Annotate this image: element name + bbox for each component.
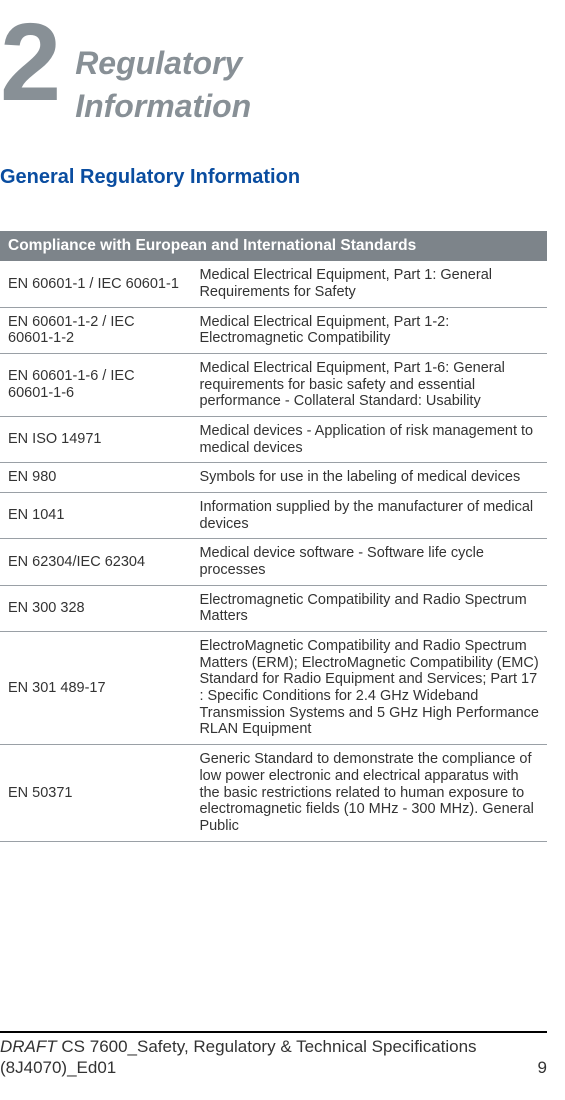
footer-row: DRAFT CS 7600_Safety, Regulatory & Techn…	[0, 1037, 547, 1078]
standard-desc: Generic Standard to demonstrate the comp…	[191, 745, 547, 841]
chapter-title-line-2: Information	[75, 85, 251, 128]
chapter-number: 2	[0, 20, 57, 106]
page-footer: DRAFT CS 7600_Safety, Regulatory & Techn…	[0, 1031, 565, 1078]
standard-code: EN 980	[0, 463, 191, 493]
table-row: EN 60601-1-2 / IEC 60601-1-2Medical Elec…	[0, 307, 547, 353]
footer-page-number: 9	[538, 1058, 547, 1078]
standard-code: EN 50371	[0, 745, 191, 841]
table-row: EN 300 328Electromagnetic Compatibility …	[0, 585, 547, 631]
standard-desc: Medical device software - Software life …	[191, 539, 547, 585]
footer-prefix: DRAFT	[0, 1037, 57, 1056]
standard-desc: Information supplied by the manufacturer…	[191, 493, 547, 539]
footer-body: CS 7600_Safety, Regulatory & Technical S…	[0, 1037, 477, 1076]
chapter-header: 2 Regulatory Information	[0, 20, 547, 128]
footer-rule	[0, 1031, 547, 1033]
standard-code: EN 300 328	[0, 585, 191, 631]
standard-desc: Electromagnetic Compatibility and Radio …	[191, 585, 547, 631]
standard-desc: Medical Electrical Equipment, Part 1-6: …	[191, 354, 547, 417]
standard-desc: Symbols for use in the labeling of medic…	[191, 463, 547, 493]
standard-code: EN 60601-1-2 / IEC 60601-1-2	[0, 307, 191, 353]
page: 2 Regulatory Information General Regulat…	[0, 0, 565, 1100]
standard-desc: ElectroMagnetic Compatibility and Radio …	[191, 632, 547, 745]
table-row: EN 1041Information supplied by the manuf…	[0, 493, 547, 539]
standard-code: EN 60601-1-6 / IEC 60601-1-6	[0, 354, 191, 417]
table-row: EN 301 489-17ElectroMagnetic Compatibili…	[0, 632, 547, 745]
standard-desc: Medical Electrical Equipment, Part 1: Ge…	[191, 261, 547, 307]
table-row: EN 60601-1-6 / IEC 60601-1-6Medical Elec…	[0, 354, 547, 417]
standard-desc: Medical devices - Application of risk ma…	[191, 417, 547, 463]
chapter-title: Regulatory Information	[75, 20, 251, 128]
standard-code: EN 60601-1 / IEC 60601-1	[0, 261, 191, 307]
table-row: EN 980Symbols for use in the labeling of…	[0, 463, 547, 493]
table-header-row: Compliance with European and Internation…	[0, 231, 547, 261]
standard-code: EN 1041	[0, 493, 191, 539]
table-row: EN ISO 14971Medical devices - Applicatio…	[0, 417, 547, 463]
standard-desc: Medical Electrical Equipment, Part 1-2: …	[191, 307, 547, 353]
standards-table: Compliance with European and Internation…	[0, 231, 547, 841]
standard-code: EN 62304/IEC 62304	[0, 539, 191, 585]
footer-text: DRAFT CS 7600_Safety, Regulatory & Techn…	[0, 1037, 538, 1078]
table-row: EN 60601-1 / IEC 60601-1Medical Electric…	[0, 261, 547, 307]
table-row: EN 50371Generic Standard to demonstrate …	[0, 745, 547, 841]
table-header: Compliance with European and Internation…	[0, 231, 547, 261]
standard-code: EN ISO 14971	[0, 417, 191, 463]
table-body: EN 60601-1 / IEC 60601-1Medical Electric…	[0, 261, 547, 841]
standard-code: EN 301 489-17	[0, 632, 191, 745]
chapter-title-line-1: Regulatory	[75, 42, 251, 85]
table-row: EN 62304/IEC 62304Medical device softwar…	[0, 539, 547, 585]
section-heading: General Regulatory Information	[0, 166, 547, 189]
